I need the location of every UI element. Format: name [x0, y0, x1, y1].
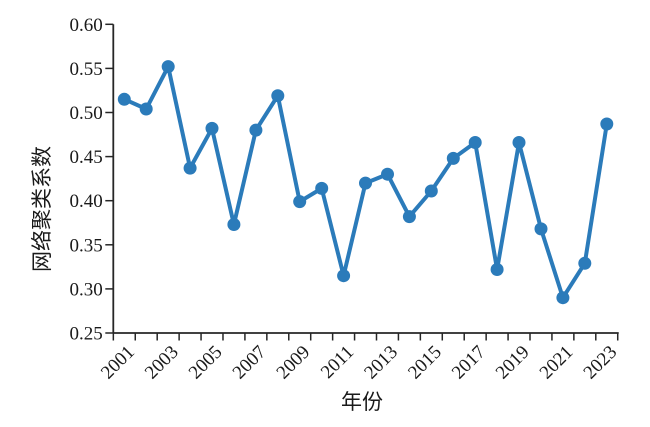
data-point [183, 161, 197, 175]
x-axis-tick-label: 2003 [141, 342, 183, 384]
x-axis-tick-label: 2001 [97, 342, 139, 384]
data-point [556, 291, 570, 305]
y-axis-tick-label: 0.25 [70, 324, 103, 345]
x-axis-tick-label: 2015 [404, 342, 446, 384]
data-point [578, 256, 592, 270]
data-point [402, 210, 416, 224]
data-series-layer [117, 60, 614, 305]
y-axis-tick-label: 0.35 [70, 235, 103, 256]
x-axis-title: 年份 [341, 390, 383, 414]
x-axis-tick-label: 2011 [317, 342, 358, 383]
x-axis-tick-label: 2005 [185, 342, 227, 384]
data-point [337, 269, 351, 283]
data-point [468, 136, 482, 149]
data-point [205, 121, 219, 135]
x-axis-tick-label: 2021 [536, 342, 578, 384]
y-axis-tick-label: 0.55 [70, 59, 103, 80]
y-axis-tick-label: 0.30 [70, 279, 103, 300]
data-point [490, 263, 504, 276]
data-point [512, 136, 526, 149]
x-axis-tick-label: 2017 [448, 342, 490, 384]
data-point [424, 184, 438, 198]
y-axis-tick-label: 0.50 [70, 103, 103, 124]
data-point [600, 117, 614, 131]
data-point [249, 123, 263, 137]
data-point [534, 222, 548, 236]
data-point [139, 102, 153, 116]
data-point [446, 151, 460, 165]
y-axis-tick-label: 0.45 [70, 147, 103, 168]
x-axis-tick-label: 2023 [580, 342, 622, 384]
x-axis-tick-label: 2013 [360, 342, 402, 384]
data-point [117, 92, 131, 106]
data-point [381, 167, 394, 181]
y-axis-title: 网络聚类系数 [30, 146, 54, 272]
data-point [359, 176, 372, 190]
data-point [315, 181, 329, 195]
data-point [227, 218, 241, 231]
data-point [271, 89, 285, 103]
x-axis-tick-label: 2009 [273, 342, 315, 384]
y-axis-tick-label: 0.60 [70, 15, 103, 36]
y-axis-tick-label: 0.40 [70, 191, 103, 212]
data-point [293, 195, 307, 209]
x-axis-tick-label: 2019 [492, 342, 534, 384]
data-point [161, 60, 175, 74]
axes-layer: 0.25 0.30 0.35 0.40 0.45 0.50 0.55 0.60 2001 2003… [70, 15, 622, 384]
x-axis-tick-label: 2007 [229, 342, 271, 384]
